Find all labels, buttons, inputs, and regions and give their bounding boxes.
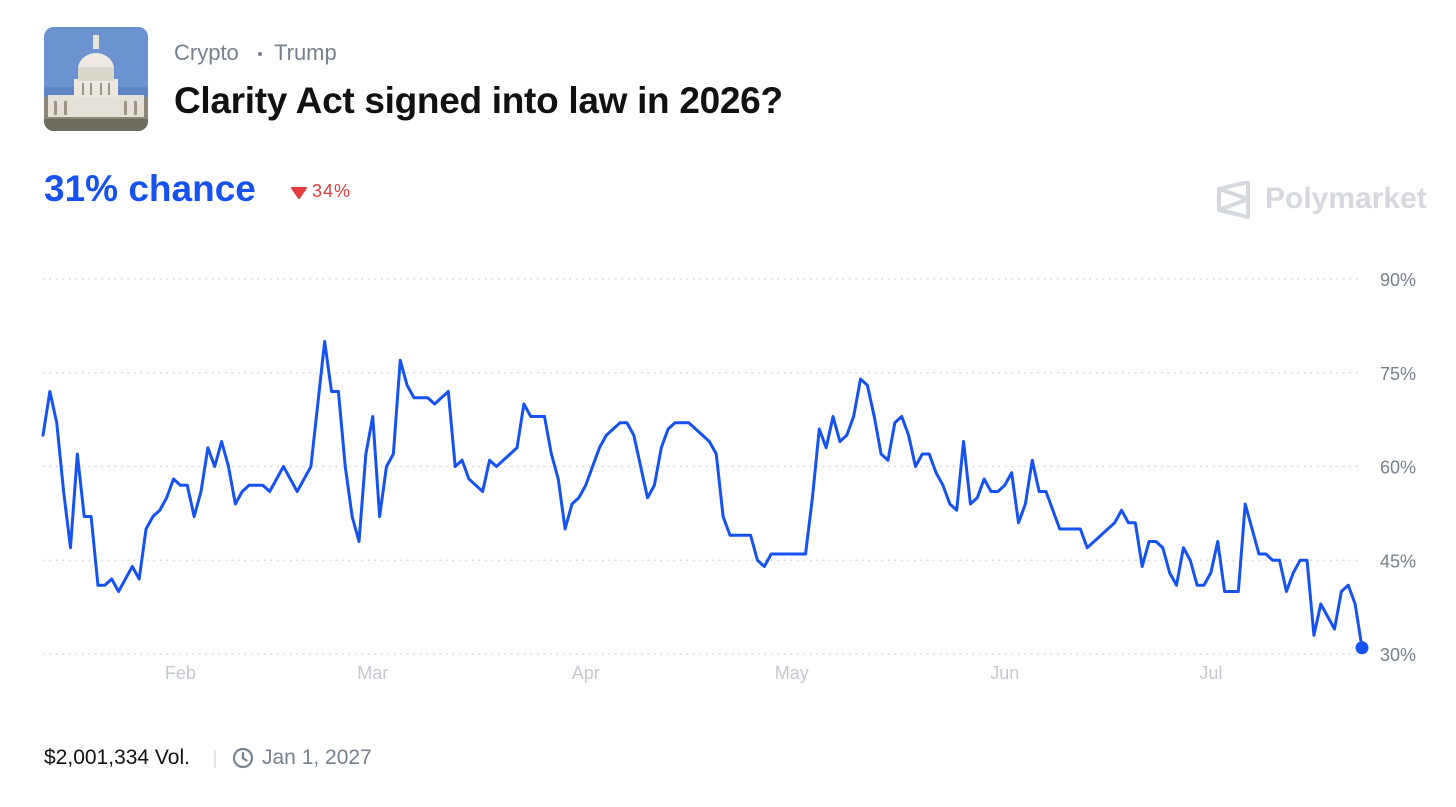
clock-icon — [232, 747, 254, 769]
last-point — [1355, 641, 1369, 655]
separator — [258, 52, 262, 56]
down-arrow — [291, 187, 307, 199]
category-tag[interactable]: Crypto — [174, 40, 239, 65]
volume: $2,001,334 Vol. — [44, 746, 190, 769]
y-tick-label: 60% — [1380, 458, 1416, 478]
change: 34% — [312, 181, 352, 201]
y-tick-label: 30% — [1380, 645, 1416, 665]
x-tick-label: Feb — [165, 663, 196, 683]
end-date: Jan 1, 2027 — [262, 746, 372, 769]
x-tick-label: Jun — [990, 663, 1019, 683]
y-tick-label: 90% — [1380, 270, 1416, 290]
market-title: Clarity Act signed into law in 2026? — [174, 80, 783, 121]
x-tick-label: Mar — [357, 663, 388, 683]
y-tick-label: 45% — [1380, 551, 1416, 571]
category-tag[interactable]: Trump — [274, 40, 337, 65]
chart: 30% 45% 60% 75% 90% Feb Mar Apr May Jun Jul — [41, 270, 1416, 683]
line — [41, 340, 1364, 650]
brand-logo — [1217, 181, 1250, 219]
x-tick-label: Apr — [572, 663, 600, 683]
market-image — [44, 27, 148, 131]
chance: 31% chance — [44, 168, 256, 209]
brand: Polymarket — [1265, 182, 1427, 215]
divider — [214, 750, 216, 768]
x-tick-label: May — [775, 663, 809, 683]
y-tick-label: 75% — [1380, 364, 1416, 384]
x-tick-label: Jul — [1199, 663, 1222, 683]
